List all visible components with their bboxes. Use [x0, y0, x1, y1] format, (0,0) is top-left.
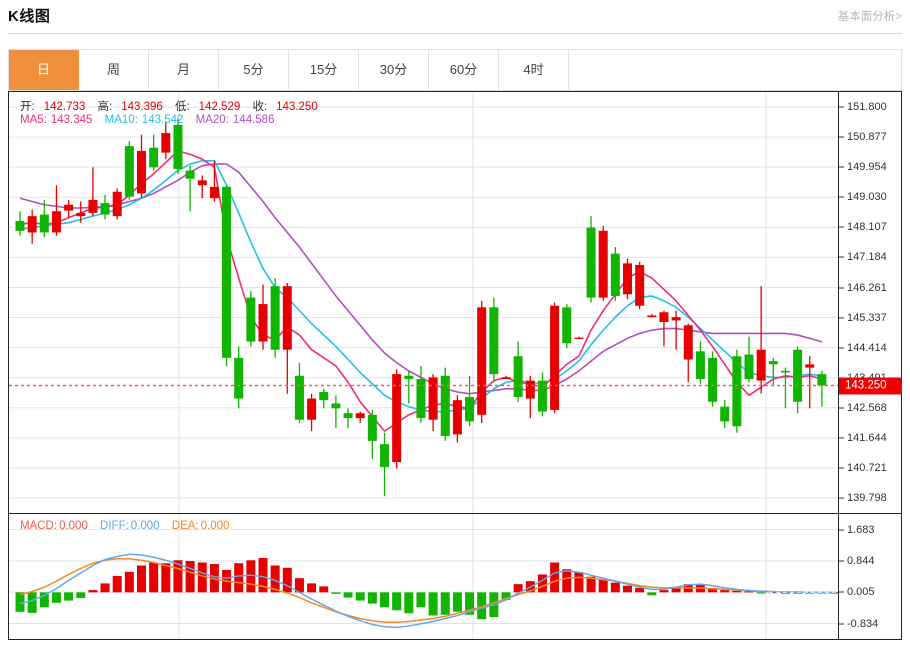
macd-tick-label-0: 1.683: [847, 523, 875, 536]
price-tick-mark: [839, 347, 844, 349]
tab-2[interactable]: 月: [149, 50, 219, 90]
price-tick-label-10: 142.568: [847, 401, 887, 414]
price-tick-mark: [839, 226, 844, 228]
tab-5[interactable]: 30分: [359, 50, 429, 90]
macd-tick-mark: [839, 623, 844, 624]
price-tick-label-13: 139.798: [847, 492, 887, 504]
price-tick-label-6: 146.261: [847, 281, 887, 294]
tab-4[interactable]: 15分: [289, 50, 359, 90]
panel-divider: [9, 513, 901, 514]
tab-6[interactable]: 60分: [429, 50, 499, 90]
macd-tick-mark: [839, 560, 844, 562]
price-tick-mark: [839, 407, 844, 409]
price-y-axis: 151.800 150.877 149.954 149.030 148.107 147.1…: [839, 92, 903, 513]
macd-plot[interactable]: [9, 514, 839, 639]
price-tick-mark: [839, 497, 844, 499]
price-tick-label-0: 151.800: [847, 101, 887, 113]
price-tick-mark: [839, 467, 844, 469]
price-tick-mark: [839, 166, 844, 168]
page-header: K线图 基本面分析>: [0, 0, 910, 34]
macd-tick-mark: [839, 529, 844, 531]
chart-frame: 开: 142.733 高: 143.396 低: 142.529 收: 143.250 …: [8, 91, 902, 640]
price-tick-label-5: 147.184: [847, 251, 887, 264]
price-tick-label-12: 140.721: [847, 461, 887, 474]
macd-tick-label-2: 0.005: [847, 586, 875, 599]
price-tick-label-1: 150.877: [847, 131, 887, 144]
price-tick-label-4: 148.107: [847, 221, 887, 234]
macd-tick-label-3: -0.834: [847, 617, 879, 630]
price-tick-mark: [839, 106, 844, 108]
price-tick-mark: [839, 256, 844, 258]
macd-svg: [9, 514, 839, 639]
tab-1[interactable]: 周: [79, 50, 149, 90]
price-tick-label-8: 144.414: [847, 341, 887, 354]
fundamental-analysis-link[interactable]: 基本面分析>: [837, 11, 902, 23]
price-tick-mark: [839, 437, 844, 439]
price-tick-mark: [839, 136, 844, 138]
last-price-tag: 143.250: [839, 377, 902, 394]
tab-7[interactable]: 4时: [499, 50, 569, 90]
price-tick-mark: [839, 287, 844, 288]
header-divider: [8, 33, 902, 34]
tabbar-filler: [569, 50, 901, 90]
axis-divider: [838, 92, 839, 639]
timeframe-tabbar: 日周月 5分 15分 30分 60分 4时: [8, 49, 902, 91]
macd-tick-mark: [839, 591, 844, 593]
price-tick-mark: [839, 317, 844, 318]
price-tick-label-2: 149.954: [847, 161, 887, 174]
tab-0[interactable]: 日: [9, 50, 79, 90]
price-tick-label-3: 149.030: [847, 191, 887, 204]
price-svg: [9, 92, 838, 513]
page-title: K线图: [8, 8, 51, 25]
macd-tick-label-1: 0.844: [847, 554, 875, 567]
price-tick-label-11: 141.644: [847, 431, 887, 444]
price-tick-mark: [839, 196, 844, 198]
price-tick-label-7: 145.337: [847, 311, 887, 324]
tab-3[interactable]: 5分: [219, 50, 289, 90]
price-plot[interactable]: [9, 92, 838, 513]
macd-y-axis: 1.683 0.844 0.005 -0.834: [839, 514, 903, 639]
